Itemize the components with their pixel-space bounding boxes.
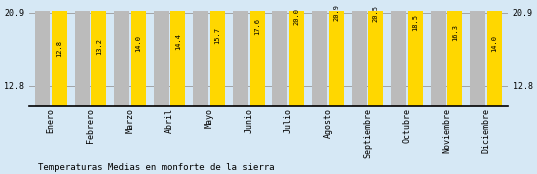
Bar <box>470 0 485 106</box>
Bar <box>487 0 502 106</box>
Bar <box>130 0 146 106</box>
Text: 17.6: 17.6 <box>254 18 260 35</box>
Bar <box>233 0 248 106</box>
Bar <box>289 0 304 106</box>
Bar <box>368 0 383 106</box>
Bar <box>250 0 265 106</box>
Bar <box>391 0 407 106</box>
Bar <box>114 0 129 106</box>
Bar <box>35 0 50 106</box>
Bar <box>154 0 169 106</box>
Text: 15.7: 15.7 <box>214 27 221 44</box>
Text: 16.3: 16.3 <box>452 24 458 41</box>
Bar <box>431 0 446 106</box>
Text: 14.4: 14.4 <box>175 33 181 50</box>
Bar <box>312 0 327 106</box>
Text: 12.8: 12.8 <box>56 40 62 57</box>
Text: 13.2: 13.2 <box>96 38 101 55</box>
Text: 14.0: 14.0 <box>491 35 497 52</box>
Text: 20.5: 20.5 <box>373 5 379 22</box>
Bar <box>75 0 90 106</box>
Text: 14.0: 14.0 <box>135 35 141 52</box>
Bar <box>408 0 423 106</box>
Bar <box>91 0 106 106</box>
Bar <box>193 0 208 106</box>
Text: 18.5: 18.5 <box>412 14 418 31</box>
Bar <box>329 0 344 106</box>
Text: Temperaturas Medias en monforte de la sierra: Temperaturas Medias en monforte de la si… <box>38 163 274 172</box>
Text: 20.0: 20.0 <box>294 8 300 25</box>
Bar <box>52 0 67 106</box>
Text: 20.9: 20.9 <box>333 4 339 21</box>
Bar <box>447 0 462 106</box>
Bar <box>170 0 185 106</box>
Bar <box>210 0 225 106</box>
Bar <box>352 0 367 106</box>
Bar <box>272 0 287 106</box>
